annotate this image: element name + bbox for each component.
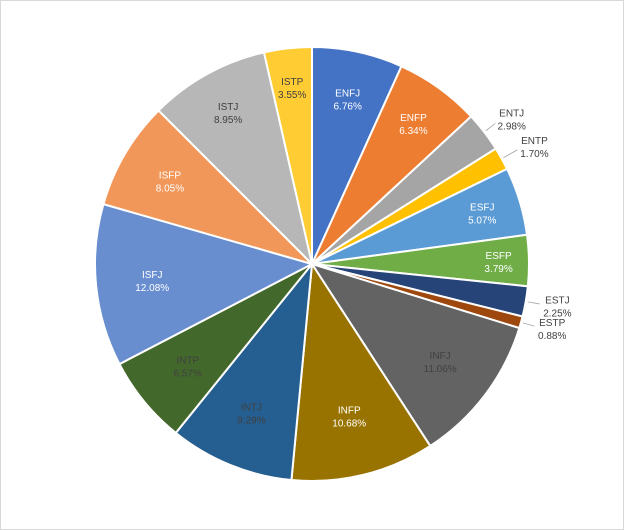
data-label-istj: ISTJ 8.95% [214,102,242,126]
pie-slice-intj [174,260,314,482]
pie-slice-istj [157,51,314,268]
data-label-enfp: ENFP 6.34% [399,113,427,137]
slice-category-label: ISTP [281,77,304,88]
slice-percent-label: 6.57% [174,369,202,380]
slice-category-label: ENFJ [335,89,360,100]
leader-line-estp [522,322,535,327]
slice-percent-label: 6.76% [333,102,361,113]
slice-percent-label: 10.68% [332,419,366,430]
slice-percent-label: 3.55% [278,90,306,101]
slice-category-label: ESFJ [470,202,494,213]
slice-category-label: INTJ [241,403,262,414]
data-label-infj: INFJ 11.06% [424,351,457,375]
slice-category-label: ENTJ [499,109,524,120]
data-label-entp: ENTP 1.70% [520,136,548,160]
leader-lines [485,123,540,327]
slice-percent-label: 11.06% [424,364,457,375]
data-label-istp: ISTP 3.55% [278,77,306,101]
data-labels: ENFJ 6.76% ENFP 6.34% ENTJ 2.98% ENTP 1.70% ESFJ… [135,77,571,430]
slice-category-label: INFJ [430,351,451,362]
slice-category-label: ESFP [486,251,512,262]
slice-category-label: ESTJ [545,295,569,306]
data-label-estp: ESTP 0.88% [538,318,566,342]
data-label-entj: ENTJ 2.98% [497,109,525,133]
slice-category-label: ESTP [539,318,565,329]
slices-layer [94,45,530,482]
leader-line-entp [503,149,518,159]
slice-category-label: ISFJ [142,270,163,281]
slice-category-label: ISTJ [218,102,239,113]
data-label-esfj: ESFJ 5.07% [468,202,496,226]
data-label-infp: INFP 10.68% [332,406,366,430]
data-label-isfp: ISFP 8.05% [156,170,184,194]
slice-percent-label: 8.05% [156,183,184,194]
data-label-enfj: ENFJ 6.76% [333,89,361,113]
pie-slice-isfp [102,109,316,267]
data-label-esfp: ESFP 3.79% [484,251,512,275]
slice-percent-label: 8.95% [214,115,242,126]
slice-percent-label: 2.25% [543,308,571,319]
slice-percent-label: 9.29% [237,416,265,427]
slice-percent-label: 2.98% [497,122,525,133]
pie-slice-infj [309,262,521,448]
slice-category-label: ENFP [400,113,427,124]
leader-line-entj [485,123,496,132]
data-label-intj: INTJ 9.29% [237,403,265,427]
slice-category-label: INFP [338,406,361,417]
slice-percent-label: 12.08% [135,283,169,294]
slice-percent-label: 1.70% [520,149,548,160]
slice-percent-label: 5.07% [468,215,496,226]
slice-percent-label: 6.34% [399,126,427,137]
slice-category-label: ENTP [521,136,548,147]
data-label-intp: INTP 6.57% [174,356,202,380]
data-label-estj: ESTJ 2.25% [543,295,571,319]
pie-slice-isfj [94,202,315,366]
data-label-isfj: ISFJ 12.08% [135,270,169,294]
leader-line-estj [527,301,540,305]
slice-category-label: ISFP [159,170,182,181]
pie-slice-infp [290,261,432,482]
slice-percent-label: 3.79% [484,264,512,275]
slice-category-label: INTP [176,356,199,367]
pie-slice-istp [262,45,313,265]
slice-percent-label: 0.88% [538,331,566,342]
